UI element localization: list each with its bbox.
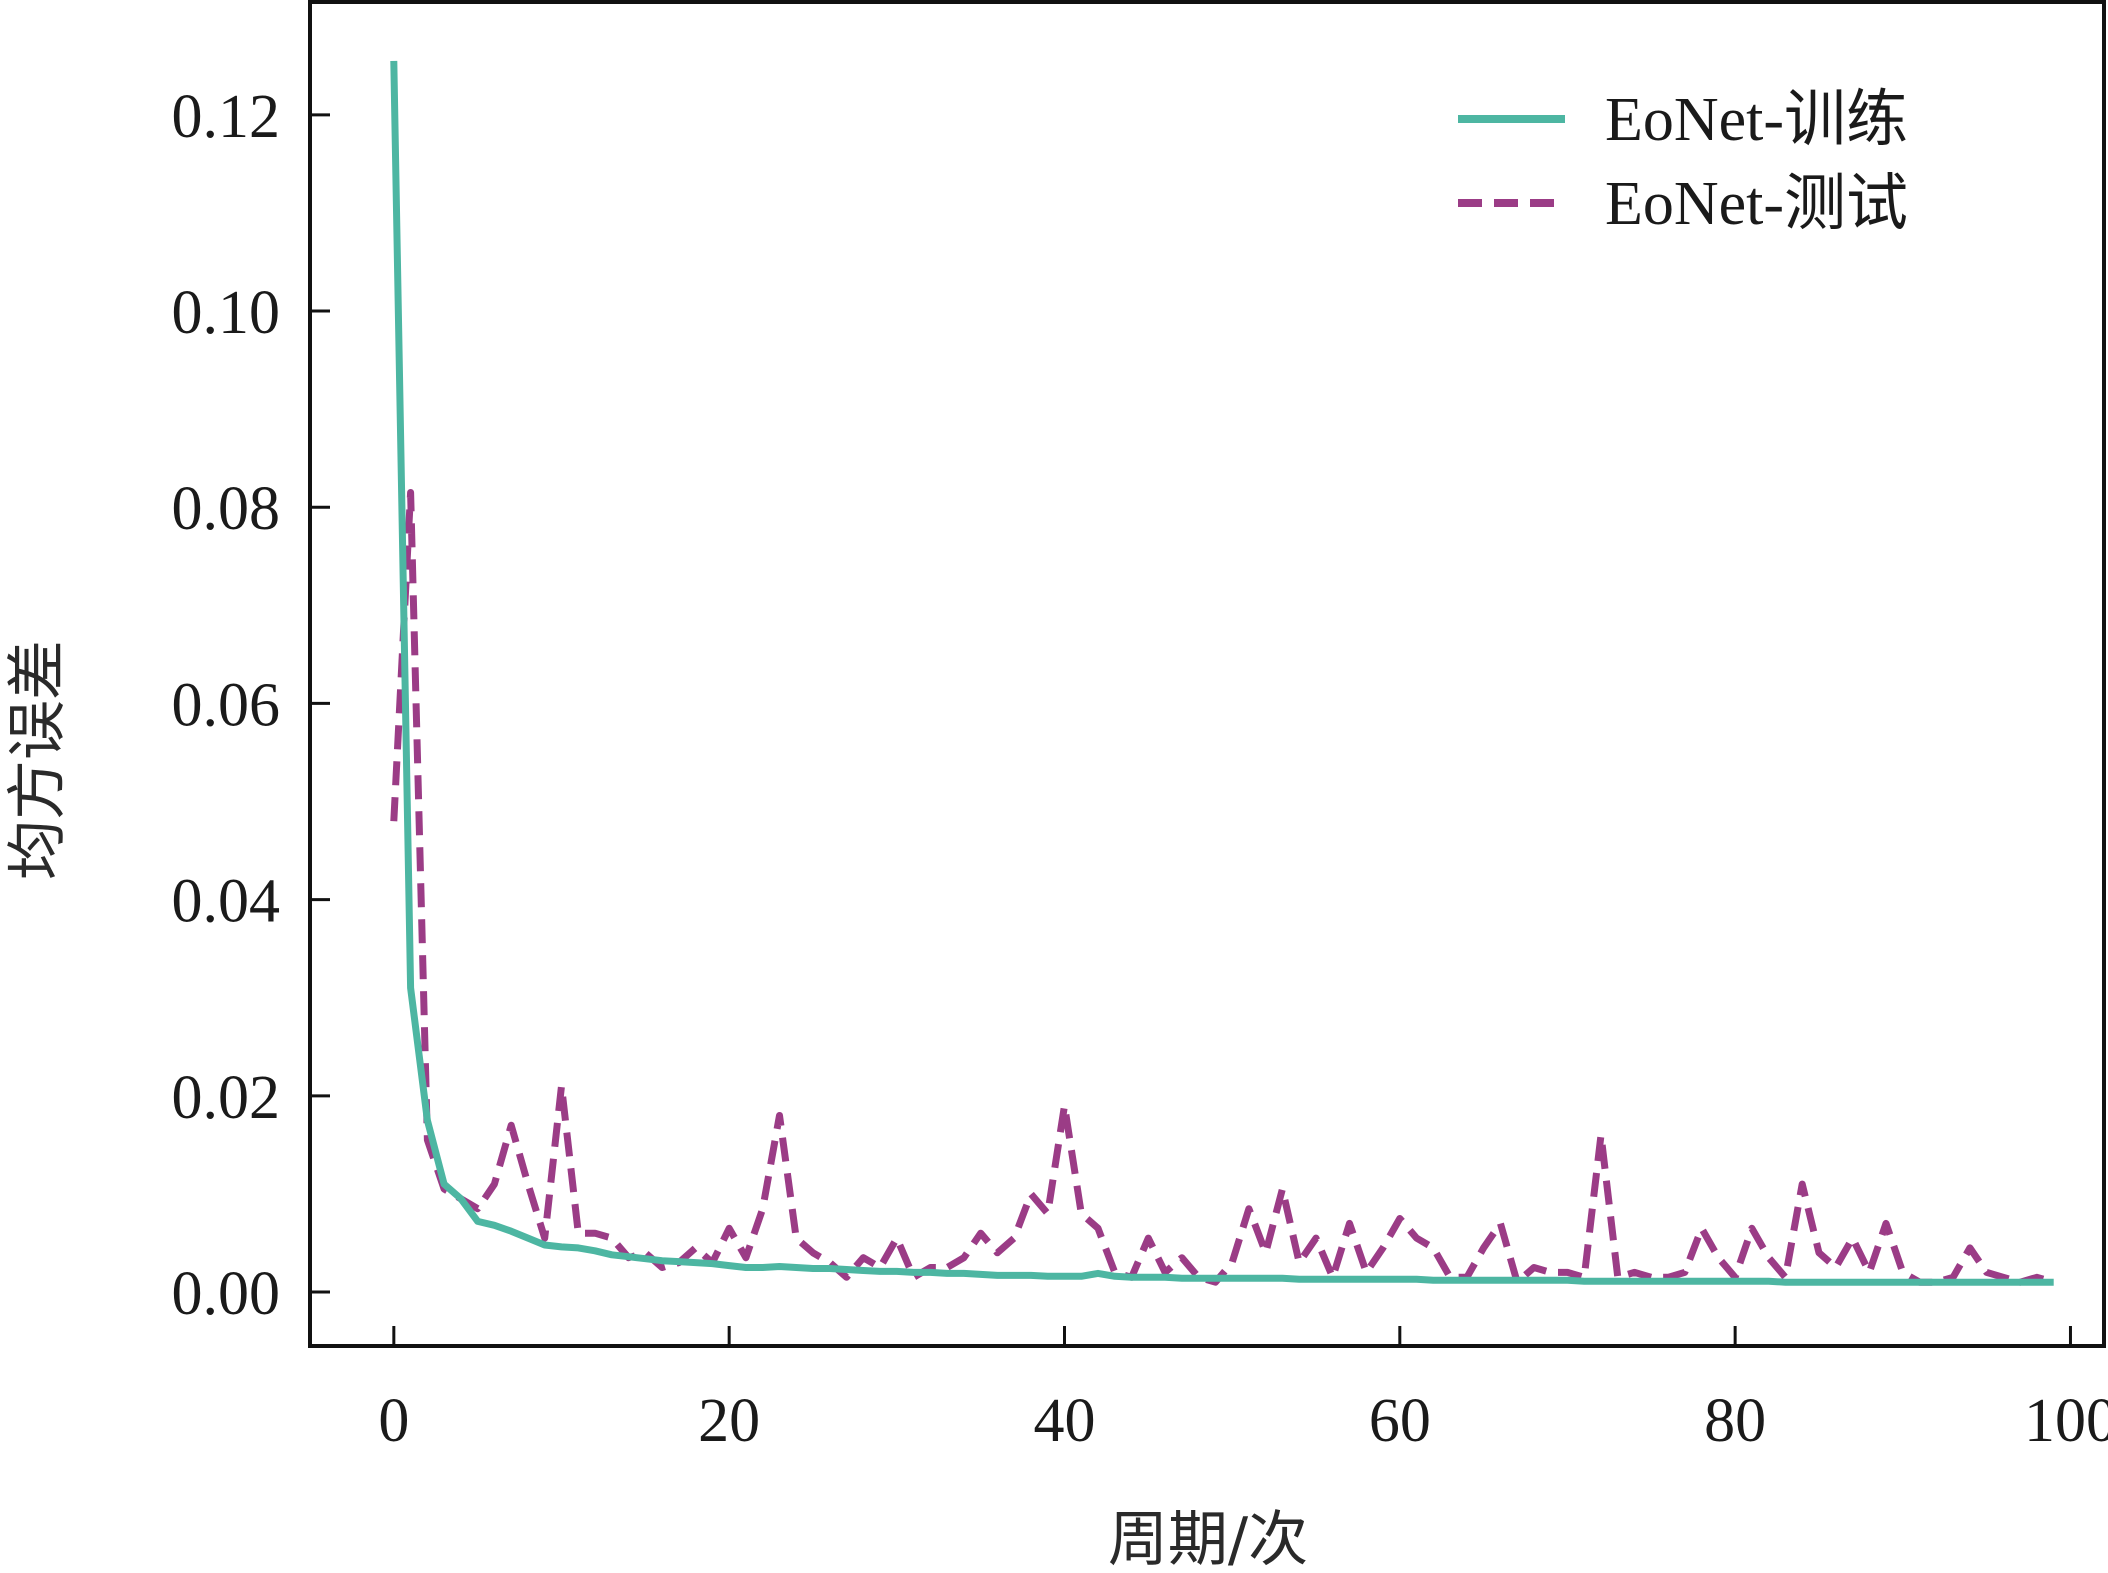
x-tick-label: 100	[2024, 1387, 2108, 1455]
y-tick-label: 0.12	[172, 83, 281, 151]
y-tick-label: 0.08	[172, 475, 281, 543]
y-tick-label: 0.00	[172, 1260, 281, 1328]
series-layer	[390, 60, 2055, 1286]
x-tick-label: 40	[1033, 1387, 1095, 1455]
series-line-test	[390, 489, 2055, 1286]
x-axis-title: 周期/次	[1108, 1505, 1308, 1573]
x-axis: 0 20 40 60 80 100	[378, 1326, 2108, 1455]
legend: EoNet-训练 EoNet-测试	[1458, 86, 1908, 238]
series-line-train	[390, 60, 2054, 1286]
x-tick-label: 60	[1369, 1387, 1431, 1455]
y-tick-label: 0.04	[172, 868, 281, 936]
plot-frame	[308, 0, 2106, 1348]
x-tick-label: 0	[378, 1387, 409, 1455]
x-tick-label: 20	[698, 1387, 760, 1455]
y-tick-label: 0.02	[172, 1064, 281, 1132]
y-tick-label: 0.10	[172, 279, 281, 347]
legend-label-train: EoNet-训练	[1605, 86, 1908, 154]
y-axis: 0.00 0.02 0.04 0.06 0.08 0.10 0.12	[172, 83, 330, 1328]
y-tick-label: 0.06	[172, 671, 281, 739]
y-axis-title: 均方误差	[3, 640, 73, 880]
legend-label-test: EoNet-测试	[1605, 170, 1908, 238]
x-tick-label: 80	[1704, 1387, 1766, 1455]
